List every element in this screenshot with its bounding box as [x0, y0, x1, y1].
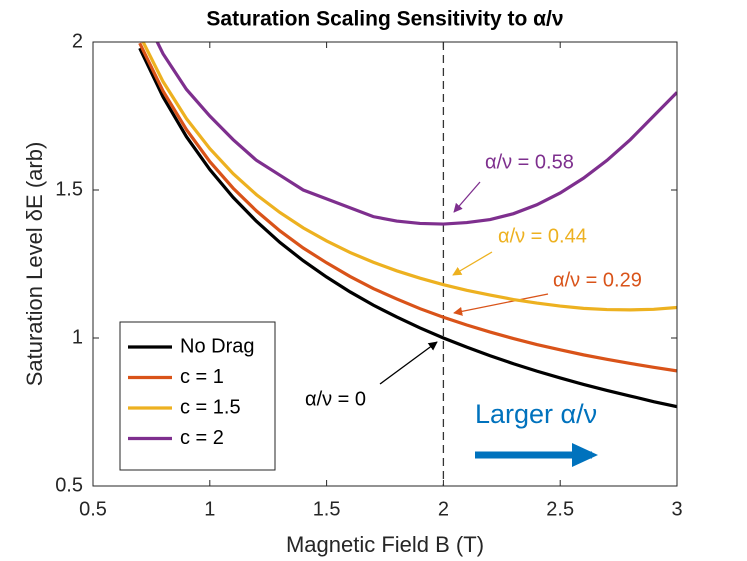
annotation: α/ν = 0 [305, 388, 366, 410]
x-axis-label: Magnetic Field B (T) [286, 532, 484, 557]
plot-lines [138, 42, 677, 409]
series-line [138, 47, 677, 409]
annotation-arrow [453, 181, 481, 213]
y-tick-label: 1 [72, 326, 83, 348]
annotation-arrow [379, 341, 438, 385]
series-line [155, 42, 677, 226]
annotation: Larger α/ν [475, 399, 597, 429]
x-tick-label: 0.5 [79, 498, 107, 520]
annotation: α/ν = 0.58 [485, 151, 574, 173]
series-line [141, 42, 677, 312]
x-tick-label: 1 [204, 498, 215, 520]
x-tick-label: 2 [438, 498, 449, 520]
legend-box [119, 321, 276, 471]
legend-label: No Drag [180, 335, 254, 357]
x-tick-label: 3 [671, 498, 682, 520]
y-tick-label: 0.5 [55, 474, 83, 496]
y-tick-label: 1.5 [55, 178, 83, 200]
chart-title: Saturation Scaling Sensitivity to α/ν [206, 8, 563, 31]
annotation: α/ν = 0.44 [498, 225, 587, 247]
x-tick-label: 2.5 [546, 498, 574, 520]
y-tick-label: 2 [72, 30, 83, 52]
legend-label: c = 2 [180, 427, 224, 449]
legend-label: c = 1 [180, 366, 224, 388]
annotation-arrow [453, 293, 549, 316]
x-tick-label: 1.5 [313, 498, 341, 520]
y-axis-label: Saturation Level δE (arb) [22, 142, 47, 387]
series-line [138, 42, 677, 373]
direction-arrow-head [572, 443, 598, 467]
axes-box [92, 41, 678, 487]
annotation: α/ν = 0.29 [553, 269, 642, 291]
legend-label: c = 1.5 [180, 396, 241, 418]
annotation-arrow [452, 251, 493, 276]
